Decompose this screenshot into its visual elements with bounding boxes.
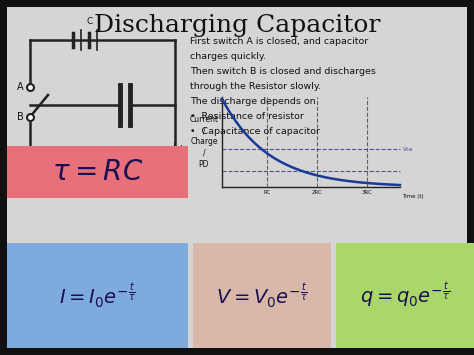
Text: I: I (180, 145, 183, 155)
Text: Then switch B is closed and discharges: Then switch B is closed and discharges (190, 67, 376, 76)
Text: •  Capacitance of capacitor: • Capacitance of capacitor (190, 127, 320, 136)
Text: 2RC: 2RC (311, 190, 322, 195)
Text: R: R (100, 157, 106, 166)
Text: A: A (18, 82, 24, 92)
Text: B: B (17, 112, 24, 122)
Text: •  Resistance of resistor: • Resistance of resistor (190, 112, 304, 121)
Bar (7, 243, 188, 348)
Bar (7, 146, 188, 198)
Text: Discharging Capacitor: Discharging Capacitor (94, 14, 380, 37)
Text: First switch A is closed, and capacitor: First switch A is closed, and capacitor (190, 37, 368, 46)
Text: $\tau = RC$: $\tau = RC$ (52, 158, 143, 186)
Text: charges quickly.: charges quickly. (190, 52, 266, 61)
Text: $V = V_0 e^{-\frac{t}{\tau}}$: $V = V_0 e^{-\frac{t}{\tau}}$ (216, 281, 308, 310)
Text: RC: RC (264, 190, 271, 195)
Bar (336, 243, 474, 348)
Text: Current
/
Charge
/
PD: Current / Charge / PD (190, 115, 219, 169)
Text: 3RC: 3RC (362, 190, 373, 195)
Bar (65, 172, 140, 188)
Text: through the Resistor slowly.: through the Resistor slowly. (190, 82, 321, 91)
Text: $q = q_0 e^{-\frac{t}{\tau}}$: $q = q_0 e^{-\frac{t}{\tau}}$ (360, 281, 450, 310)
Text: $I = I_0 e^{-\frac{t}{\tau}}$: $I = I_0 e^{-\frac{t}{\tau}}$ (59, 281, 136, 310)
Text: C: C (87, 17, 93, 26)
Text: $V_0e$: $V_0e$ (402, 145, 413, 154)
Text: The discharge depends on: The discharge depends on (190, 97, 316, 106)
Bar (193, 243, 331, 348)
Text: Time (t): Time (t) (402, 194, 424, 199)
